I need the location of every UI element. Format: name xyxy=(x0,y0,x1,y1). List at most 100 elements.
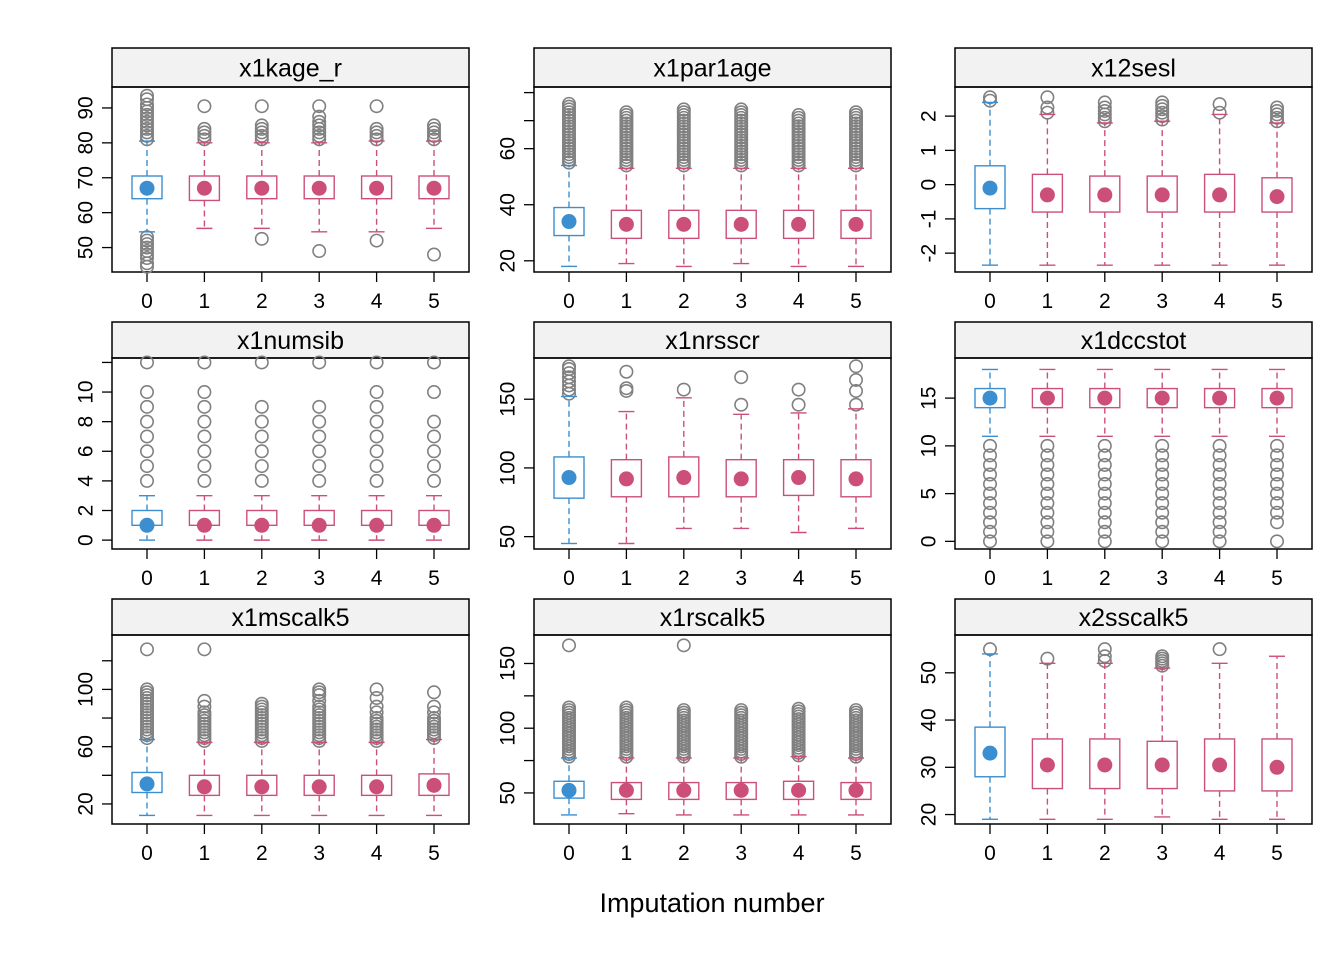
x-tick-label: 5 xyxy=(428,842,440,865)
median-dot xyxy=(791,470,807,486)
panel-frame xyxy=(533,634,892,825)
outlier-point xyxy=(312,109,327,124)
outlier-point xyxy=(312,399,327,414)
outlier-point xyxy=(1212,496,1227,511)
outlier-point xyxy=(1270,438,1285,453)
x-tick-label: 3 xyxy=(735,290,747,313)
outlier-point xyxy=(1097,496,1112,511)
panel-x1numsib: x1numsib 0 2 4 6 8 10 0 1 2 3 4 5 xyxy=(75,321,470,590)
panel-title: x12sesl xyxy=(1091,55,1176,83)
outlier-point xyxy=(426,247,441,262)
outlier-point xyxy=(197,99,212,114)
outlier-point xyxy=(1097,438,1112,453)
outlier-point xyxy=(312,114,327,129)
outlier-point xyxy=(312,99,327,114)
x-tick-label: 3 xyxy=(313,290,325,313)
panel-frame xyxy=(111,634,470,825)
outlier-point xyxy=(140,233,155,248)
median-dot xyxy=(311,779,327,795)
x-tick-label: 4 xyxy=(793,567,805,590)
outlier-point xyxy=(1212,467,1227,482)
outlier-point xyxy=(140,399,155,414)
outlier-point xyxy=(1155,467,1170,482)
iqr-box xyxy=(553,206,585,237)
x-tick-label: 3 xyxy=(735,842,747,865)
outlier-point xyxy=(1155,457,1170,472)
outlier-point xyxy=(140,355,155,370)
box-2 xyxy=(246,696,278,817)
outlier-point xyxy=(791,382,806,397)
outlier-point xyxy=(982,457,997,472)
y-tick-label: 20 xyxy=(75,792,98,815)
outlier-point xyxy=(140,237,155,252)
outlier-point xyxy=(140,111,155,126)
outlier-point xyxy=(848,703,863,718)
iqr-box xyxy=(840,458,872,498)
y-tick-label: 80 xyxy=(75,131,98,154)
outlier-point xyxy=(982,534,997,549)
outlier-point xyxy=(1270,467,1285,482)
y-tick-label: 100 xyxy=(497,450,520,485)
outlier-point xyxy=(254,459,269,474)
box-5 xyxy=(418,118,450,262)
outlier-point xyxy=(1097,515,1112,530)
outlier-point xyxy=(369,444,384,459)
y-tick-label: 0 xyxy=(918,179,941,191)
x-tick-label: 1 xyxy=(199,842,211,865)
outlier-point xyxy=(254,118,269,133)
y-tick-label: 60 xyxy=(75,735,98,758)
median-dot xyxy=(733,471,749,487)
y-tick-label: 100 xyxy=(497,711,520,746)
median-dot xyxy=(311,180,327,196)
box-1 xyxy=(610,105,643,265)
iqr-box xyxy=(840,209,872,240)
median-dot xyxy=(254,779,270,795)
x-tick-label: 2 xyxy=(678,842,690,865)
outlier-point xyxy=(561,96,576,111)
x-tick-label: 2 xyxy=(678,290,690,313)
y-tick-label: 6 xyxy=(75,445,98,457)
y-tick-label: 2 xyxy=(918,110,941,122)
x-tick-label: 5 xyxy=(428,567,440,590)
x-tick-label: 0 xyxy=(563,842,575,865)
outlier-point xyxy=(426,711,441,726)
outlier-point xyxy=(197,128,212,143)
x-tick-label: 0 xyxy=(563,567,575,590)
outlier-point xyxy=(254,231,269,246)
x-tick-label: 2 xyxy=(1099,290,1111,313)
outlier-point xyxy=(1212,457,1227,472)
outlier-point xyxy=(1097,534,1112,549)
outlier-point xyxy=(619,381,634,396)
panel-x1mscalk5: x1mscalk5 20 60 100 0 1 2 3 4 5 xyxy=(75,598,470,865)
median-dot xyxy=(848,782,864,798)
outlier-point xyxy=(197,642,212,657)
x-tick-label: 0 xyxy=(984,290,996,313)
y-tick-label: 0 xyxy=(75,534,98,546)
x-tick-label: 4 xyxy=(793,290,805,313)
panel-title: x1par1age xyxy=(653,55,771,83)
box-5 xyxy=(1261,100,1293,266)
iqr-box xyxy=(1089,175,1121,213)
outlier-point xyxy=(312,244,327,259)
outlier-point xyxy=(734,397,749,412)
box-1 xyxy=(188,355,221,541)
box-0 xyxy=(553,359,585,545)
outlier-point xyxy=(426,121,441,136)
x-tick-label: 2 xyxy=(256,842,268,865)
panel-strip xyxy=(111,321,470,359)
panel-frame xyxy=(954,86,1313,273)
median-dot xyxy=(618,216,634,232)
y-tick-label: 10 xyxy=(75,380,98,403)
panel-x1dccstot: x1dccstot 0 5 10 15 0 1 2 3 4 5 xyxy=(918,321,1313,590)
box-1 xyxy=(188,642,221,817)
outlier-point xyxy=(1040,515,1055,530)
panel-frame xyxy=(111,357,470,550)
x-tick-label: 5 xyxy=(1271,567,1283,590)
outlier-point xyxy=(140,114,155,129)
outlier-point xyxy=(791,108,806,123)
outlier-point xyxy=(1040,90,1055,105)
outlier-point xyxy=(254,99,269,114)
box-3 xyxy=(725,703,757,816)
box-3 xyxy=(1146,649,1178,818)
outlier-point xyxy=(561,370,576,385)
